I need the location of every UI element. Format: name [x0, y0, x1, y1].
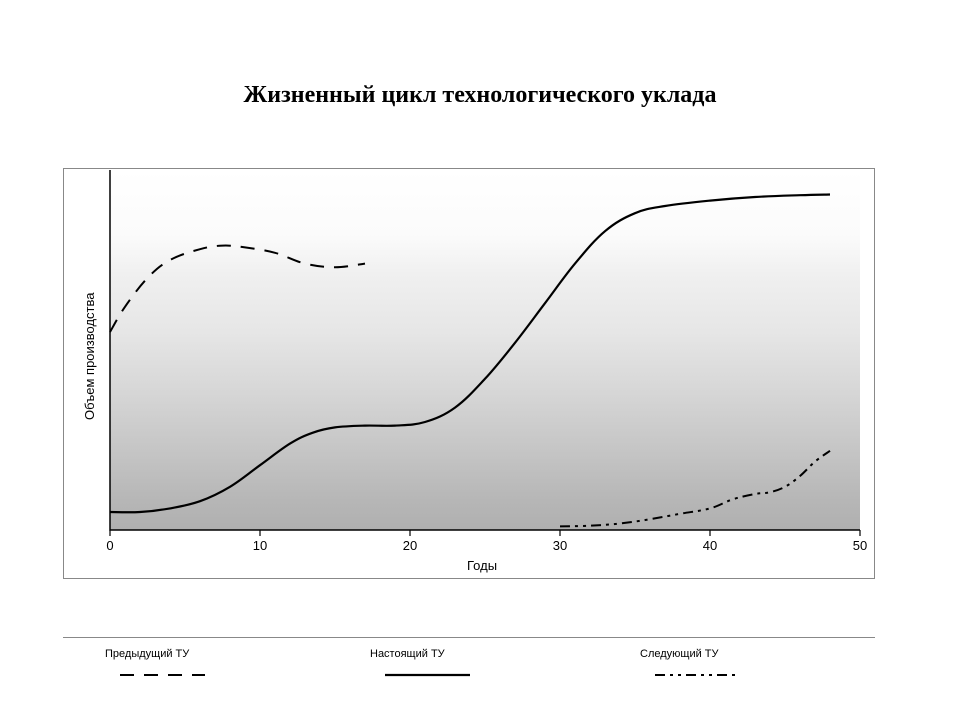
legend-swatches [0, 637, 960, 697]
x-tick-label: 40 [700, 538, 720, 553]
chart-title: Жизненный цикл технологического уклада [0, 82, 960, 109]
y-axis-label: Объем производства [82, 293, 97, 421]
x-tick-label: 30 [550, 538, 570, 553]
x-axis-label: Годы [467, 558, 497, 573]
x-tick-label: 0 [100, 538, 120, 553]
chart-container [63, 168, 875, 620]
x-tick-label: 10 [250, 538, 270, 553]
page: Жизненный цикл технологического уклада О… [0, 0, 960, 720]
plot-background [110, 170, 860, 530]
chart-svg [63, 168, 875, 620]
x-tick-label: 20 [400, 538, 420, 553]
x-tick-label: 50 [850, 538, 870, 553]
